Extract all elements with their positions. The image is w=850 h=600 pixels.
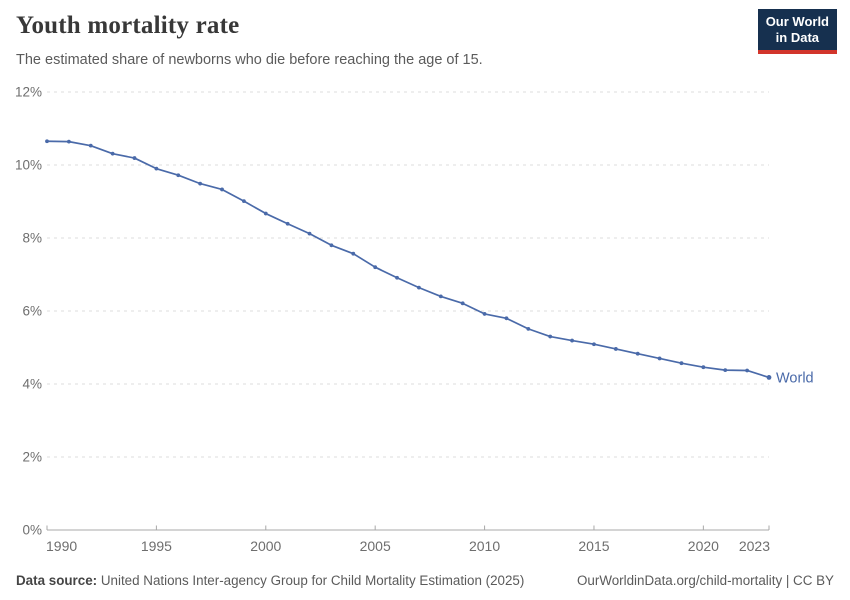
data-point[interactable] — [723, 368, 728, 373]
data-point[interactable] — [351, 251, 356, 256]
data-source-text: United Nations Inter-agency Group for Ch… — [100, 573, 525, 588]
series-line-world[interactable] — [46, 140, 770, 379]
y-tick-label: 8% — [22, 231, 42, 246]
data-point[interactable] — [657, 356, 662, 361]
owid-logo-line2: in Data — [775, 30, 820, 45]
data-point[interactable] — [154, 166, 159, 171]
data-point[interactable] — [242, 199, 246, 204]
data-point[interactable] — [745, 368, 750, 373]
data-point[interactable] — [613, 347, 618, 351]
data-point[interactable] — [504, 316, 509, 321]
page-title: Youth mortality rate — [16, 12, 240, 39]
owid-logo-line1: Our World — [765, 14, 829, 29]
page-subtitle: The estimated share of newborns who die … — [16, 52, 483, 68]
data-point[interactable] — [373, 265, 378, 270]
data-point[interactable] — [438, 294, 443, 299]
y-tick-label: 2% — [22, 450, 42, 465]
data-point[interactable] — [592, 342, 596, 347]
x-tick-label: 2000 — [250, 538, 281, 554]
data-point[interactable] — [482, 312, 487, 316]
data-point[interactable] — [132, 156, 137, 160]
series-label-world[interactable]: World — [776, 370, 814, 386]
data-point[interactable] — [263, 211, 268, 216]
x-tick-label: 2020 — [688, 538, 719, 554]
owid-citation-link[interactable]: OurWorldinData.org/child-mortality | CC … — [577, 573, 834, 588]
data-point[interactable] — [570, 338, 574, 343]
y-tick-label: 4% — [22, 377, 42, 392]
data-point[interactable] — [110, 151, 115, 156]
data-point[interactable] — [679, 361, 684, 366]
x-tick-label: 1990 — [46, 538, 77, 554]
y-tick-label: 12% — [15, 85, 42, 100]
owid-logo[interactable]: Our World in Data — [757, 9, 837, 54]
y-tick-label: 10% — [15, 158, 42, 173]
data-point[interactable] — [88, 143, 93, 148]
data-point[interactable] — [307, 231, 312, 236]
data-point[interactable] — [176, 173, 181, 178]
chart-footer: Data source: United Nations Inter-agency… — [16, 573, 834, 588]
data-point[interactable] — [285, 221, 290, 226]
data-point[interactable] — [220, 187, 224, 192]
x-tick-label: 2005 — [360, 538, 391, 554]
data-point[interactable] — [701, 365, 706, 370]
x-tick-label: 1995 — [141, 538, 172, 554]
data-point[interactable] — [635, 351, 640, 356]
data-point[interactable] — [526, 326, 531, 331]
data-point[interactable] — [417, 285, 421, 290]
y-tick-label: 6% — [22, 304, 42, 319]
x-tick-label: 2023 — [739, 538, 770, 554]
y-tick-label: 0% — [22, 523, 42, 538]
x-tick-label: 2015 — [578, 538, 609, 554]
data-source-label: Data source: — [16, 573, 98, 588]
data-source-note: Data source: United Nations Inter-agency… — [16, 573, 524, 588]
data-point[interactable] — [766, 375, 772, 380]
data-point[interactable] — [198, 181, 203, 186]
data-point[interactable] — [66, 139, 71, 144]
data-point[interactable] — [395, 275, 399, 280]
x-tick-label: 2010 — [469, 538, 500, 554]
data-point[interactable] — [460, 301, 465, 306]
data-point[interactable] — [548, 334, 553, 339]
data-point[interactable] — [45, 139, 49, 144]
data-point[interactable] — [329, 243, 334, 248]
